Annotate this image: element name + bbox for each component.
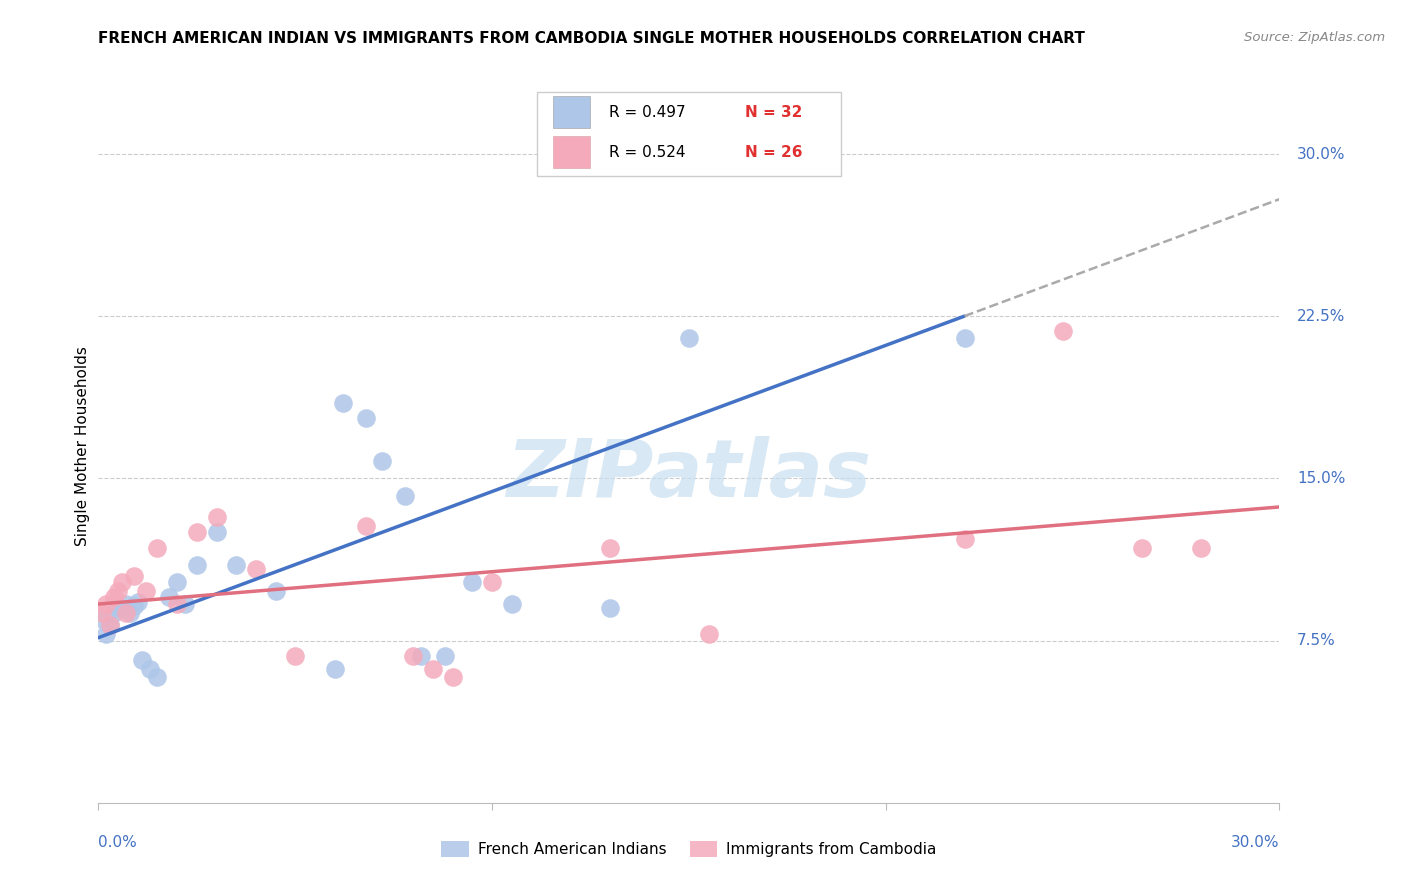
- Point: [264, 583, 287, 598]
- Point: [1130, 541, 1153, 555]
- Point: [599, 601, 621, 615]
- Point: [245, 562, 267, 576]
- Point: [157, 591, 180, 605]
- Point: [122, 599, 145, 613]
- Point: [91, 606, 114, 620]
- Point: [186, 525, 208, 540]
- Text: 30.0%: 30.0%: [1298, 146, 1346, 161]
- FancyBboxPatch shape: [537, 92, 841, 176]
- Point: [186, 558, 208, 572]
- Point: [107, 601, 129, 615]
- Point: [166, 597, 188, 611]
- Point: [354, 410, 377, 425]
- Point: [115, 606, 138, 620]
- Point: [138, 662, 160, 676]
- Point: [1189, 541, 1212, 555]
- Point: [122, 568, 145, 582]
- Point: [103, 591, 125, 605]
- Point: [678, 331, 700, 345]
- Point: [91, 612, 114, 626]
- Point: [284, 648, 307, 663]
- Point: [166, 575, 188, 590]
- Text: R = 0.497: R = 0.497: [609, 105, 685, 120]
- Point: [135, 583, 157, 598]
- Point: [501, 597, 523, 611]
- Point: [599, 541, 621, 555]
- Point: [115, 597, 138, 611]
- Point: [225, 558, 247, 572]
- Text: N = 26: N = 26: [745, 145, 801, 160]
- Text: 30.0%: 30.0%: [1232, 835, 1279, 850]
- Point: [107, 583, 129, 598]
- Point: [205, 510, 228, 524]
- Point: [96, 627, 118, 641]
- Point: [98, 618, 121, 632]
- Point: [146, 670, 169, 684]
- Point: [402, 648, 425, 663]
- Text: FRENCH AMERICAN INDIAN VS IMMIGRANTS FROM CAMBODIA SINGLE MOTHER HOUSEHOLDS CORR: FRENCH AMERICAN INDIAN VS IMMIGRANTS FRO…: [98, 31, 1085, 46]
- Point: [146, 541, 169, 555]
- Point: [411, 648, 433, 663]
- Point: [96, 597, 118, 611]
- Text: N = 32: N = 32: [745, 105, 801, 120]
- Point: [323, 662, 346, 676]
- Y-axis label: Single Mother Households: Single Mother Households: [75, 346, 90, 546]
- Point: [697, 627, 720, 641]
- Point: [118, 606, 141, 620]
- Text: 0.0%: 0.0%: [98, 835, 138, 850]
- Point: [205, 525, 228, 540]
- Point: [103, 606, 125, 620]
- Legend: French American Indians, Immigrants from Cambodia: French American Indians, Immigrants from…: [436, 835, 942, 863]
- Text: 22.5%: 22.5%: [1298, 309, 1346, 324]
- Point: [422, 662, 444, 676]
- Point: [111, 575, 134, 590]
- Point: [461, 575, 484, 590]
- Point: [127, 595, 149, 609]
- Point: [354, 519, 377, 533]
- Point: [953, 532, 976, 546]
- Point: [1052, 325, 1074, 339]
- Point: [332, 396, 354, 410]
- Text: Source: ZipAtlas.com: Source: ZipAtlas.com: [1244, 31, 1385, 45]
- Point: [953, 331, 976, 345]
- FancyBboxPatch shape: [553, 96, 591, 128]
- Text: 7.5%: 7.5%: [1298, 633, 1336, 648]
- Text: ZIPatlas: ZIPatlas: [506, 435, 872, 514]
- Point: [441, 670, 464, 684]
- Text: R = 0.524: R = 0.524: [609, 145, 685, 160]
- Point: [174, 597, 197, 611]
- Point: [131, 653, 153, 667]
- Point: [433, 648, 456, 663]
- Point: [371, 454, 394, 468]
- Point: [481, 575, 503, 590]
- Point: [815, 152, 838, 166]
- FancyBboxPatch shape: [553, 136, 591, 168]
- Text: 15.0%: 15.0%: [1298, 471, 1346, 486]
- Point: [394, 489, 416, 503]
- Point: [98, 618, 121, 632]
